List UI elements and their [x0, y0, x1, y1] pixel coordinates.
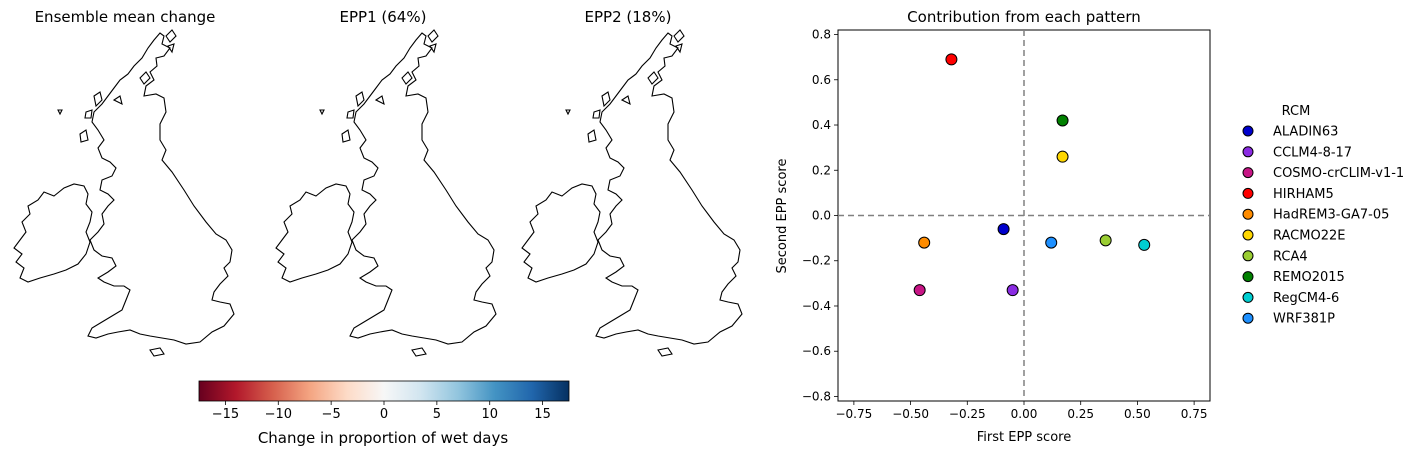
- map-panel-epp2: EPP2 (18%): [521, 8, 743, 357]
- legend-label-hadrem3-ga7-05: HadREM3-GA7-05: [1273, 208, 1389, 223]
- colorbar-gradient: [198, 380, 570, 402]
- x-axis-ticks: −0.75 −0.50 −0.25 0.00 0.25 0.50 0.75: [835, 401, 1207, 421]
- scatter-point-cosmo-crclim-v1-1: [913, 284, 926, 297]
- map-title-epp2: EPP2 (18%): [585, 8, 672, 26]
- map-title-ensemble-mean: Ensemble mean change: [35, 8, 216, 26]
- colorbar-tick-label: −15: [212, 407, 239, 422]
- x-tick-label: 0.75: [1181, 407, 1208, 421]
- legend-marker-cclm4-8-17: [1242, 146, 1254, 158]
- y-tick-label: 0.2: [812, 163, 831, 177]
- legend-label-hirham5: HIRHAM5: [1273, 187, 1334, 202]
- legend-marker-regcm4-6: [1242, 291, 1254, 303]
- reference-lines: [838, 30, 1210, 401]
- legend-marker-hadrem3-ga7-05: [1242, 208, 1254, 220]
- scatter-point-aladin63: [997, 223, 1010, 236]
- legend-items: ALADIN63 CCLM4-8-17 COSMO-crCLIM-v1-1 HIRHA…: [1242, 125, 1404, 327]
- legend-label-rca4: RCA4: [1273, 249, 1308, 264]
- y-tick-label: 0.0: [812, 209, 831, 223]
- y-axis-ticks: −0.8 −0.6 −0.4 −0.2 0.0 0.2 0.4 0.6 0.8: [802, 28, 838, 403]
- legend-label-aladin63: ALADIN63: [1273, 125, 1338, 140]
- x-tick-label: 0.50: [1124, 407, 1151, 421]
- colorbar-tick-label: 15: [534, 407, 551, 422]
- scatter-point-racmo22e: [1056, 150, 1069, 163]
- scatter-point-remo2015: [1056, 114, 1069, 127]
- legend-marker-rca4: [1242, 250, 1254, 262]
- x-axis-label: First EPP score: [977, 430, 1071, 445]
- legend-label-racmo22e: RACMO22E: [1273, 229, 1345, 244]
- y-tick-label: −0.2: [802, 254, 831, 268]
- x-tick-label: 0.25: [1067, 407, 1094, 421]
- colorbar-ticks: −15 −10 −5 0 5 10 15: [212, 401, 551, 422]
- legend-marker-cosmo-crclim-v1-1: [1242, 167, 1254, 179]
- legend-label-regcm4-6: RegCM4-6: [1273, 291, 1339, 306]
- x-tick-label: −0.75: [835, 407, 872, 421]
- scatter-points: [913, 53, 1151, 297]
- y-tick-label: −0.8: [802, 389, 831, 403]
- uk-map-epp1: [275, 29, 497, 357]
- legend-marker-racmo22e: [1242, 229, 1254, 241]
- scatter-point-rca4: [1099, 234, 1112, 247]
- colorbar-label: Change in proportion of wet days: [258, 429, 509, 447]
- map-panel-ensemble-mean: Ensemble mean change: [13, 8, 235, 357]
- legend-title: RCM: [1282, 104, 1311, 119]
- legend-marker-wrf381p: [1242, 312, 1254, 324]
- map-title-epp1: EPP1 (64%): [340, 8, 427, 26]
- legend-marker-hirham5: [1242, 187, 1254, 199]
- scatter-point-hadrem3-ga7-05: [918, 236, 931, 249]
- map-panel-epp1: EPP1 (64%): [275, 8, 497, 357]
- x-tick-label: −0.50: [892, 407, 929, 421]
- colorbar-tick-label: 5: [433, 407, 441, 422]
- y-tick-label: 0.8: [812, 28, 831, 42]
- legend-marker-aladin63: [1242, 125, 1254, 137]
- colorbar-tick-label: −5: [322, 407, 341, 422]
- scatter-point-regcm4-6: [1138, 238, 1151, 251]
- legend-label-remo2015: REMO2015: [1273, 270, 1345, 285]
- scatter-chart: Contribution from each pattern −0.75 −0.5…: [775, 8, 1211, 445]
- legend-label-wrf381p: WRF381P: [1273, 312, 1335, 327]
- colorbar-tick-label: 10: [481, 407, 498, 422]
- legend-marker-remo2015: [1242, 271, 1254, 283]
- y-tick-label: −0.6: [802, 344, 831, 358]
- colorbar: −15 −10 −5 0 5 10 15 Change in proportion of w…: [198, 380, 570, 447]
- legend-label-cosmo-crclim-v1-1: COSMO-crCLIM-v1-1: [1273, 166, 1404, 181]
- legend: RCM ALADIN63 CCLM4-8-17 COSMO-crCLIM-v1-1 H…: [1242, 104, 1404, 327]
- legend-label-cclm4-8-17: CCLM4-8-17: [1273, 145, 1352, 160]
- x-tick-label: 0.00: [1011, 407, 1038, 421]
- uk-map-ensemble-mean: [13, 29, 235, 357]
- chart-title: Contribution from each pattern: [907, 8, 1141, 26]
- y-tick-label: −0.4: [802, 299, 831, 313]
- scatter-point-wrf381p: [1045, 236, 1058, 249]
- scatter-point-hirham5: [945, 53, 958, 66]
- y-tick-label: 0.6: [812, 73, 831, 87]
- uk-map-epp2: [521, 29, 743, 357]
- scatter-point-cclm4-8-17: [1006, 284, 1019, 297]
- colorbar-tick-label: 0: [380, 407, 388, 422]
- colorbar-tick-label: −10: [265, 407, 292, 422]
- y-axis-label: Second EPP score: [775, 159, 790, 274]
- x-tick-label: −0.25: [949, 407, 986, 421]
- y-tick-label: 0.4: [812, 118, 831, 132]
